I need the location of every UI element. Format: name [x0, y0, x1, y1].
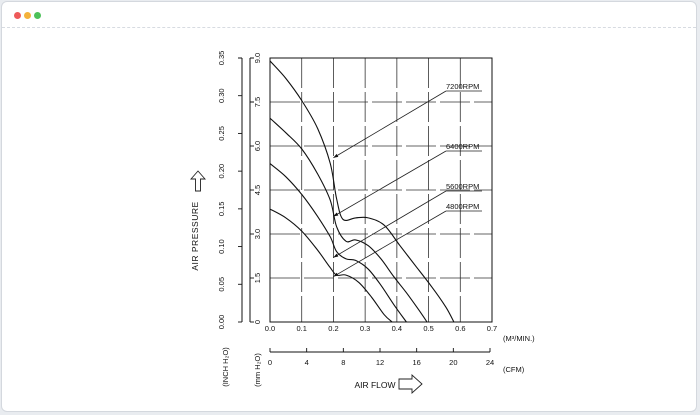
- y-inch-tick-label: 0.10: [217, 239, 226, 254]
- y-mm-tick-label: 4.5: [253, 185, 262, 195]
- x-m3-tick-label: 0.0: [265, 324, 275, 333]
- leader-line: [333, 150, 447, 217]
- curve-5600rpm: [269, 163, 407, 323]
- window-titlebar: [2, 2, 696, 28]
- y-axis-title: AIR PRESSURE: [190, 201, 200, 270]
- annotation-label: 7200RPM: [446, 82, 479, 91]
- chart-area: 7200RPM 6400RPM 5600RPM 4800RPM 0.00 0.05 0.1…: [2, 28, 696, 411]
- y-inch-tick-label: 0.00: [217, 315, 226, 330]
- x-cfm-tick-label: 8: [341, 358, 345, 367]
- x-cfm-tick-label: 20: [449, 358, 457, 367]
- leader-line: [333, 190, 447, 258]
- zoom-dot-icon[interactable]: [34, 12, 41, 19]
- grid: [270, 58, 492, 322]
- y-inch-tick-label: 0.25: [217, 126, 226, 141]
- y-mm-tick-label: 7.5: [253, 97, 262, 107]
- plot-border: [269, 57, 493, 323]
- y-inch-tick-label: 0.35: [217, 51, 226, 66]
- y-mm-tick-label: 3.0: [253, 229, 262, 239]
- close-dot-icon[interactable]: [14, 12, 21, 19]
- leader-arrowhead: [333, 272, 339, 277]
- x-m3-unit: (M³/MIN.): [503, 334, 535, 343]
- y-mm-tick-label: 6.0: [253, 141, 262, 151]
- up-arrow-icon: [190, 170, 206, 192]
- curve-7200rpm: [269, 60, 455, 323]
- x-cfm-tick-label: 16: [412, 358, 420, 367]
- y-mm-tick-label: 9.0: [253, 53, 262, 63]
- x-m3-tick-label: 0.7: [487, 324, 497, 333]
- y-mm-tick-label: 1.5: [253, 273, 262, 283]
- minimize-dot-icon[interactable]: [24, 12, 31, 19]
- x-cfm-tick-label: 4: [305, 358, 309, 367]
- y-inch-tick-label: 0.20: [217, 164, 226, 179]
- x-cfm-tick-label: 24: [486, 358, 494, 367]
- x-m3-tick-label: 0.4: [392, 324, 402, 333]
- x-m3-tick-label: 0.2: [328, 324, 338, 333]
- x-m3-tick-label: 0.3: [360, 324, 370, 333]
- x-axis-title: AIR FLOW: [354, 380, 395, 390]
- axis-labels: AIR PRESSURE (INCH H₂O) (mm H₂O) (M³/MIN…: [190, 201, 535, 390]
- plot-frame: [269, 57, 493, 323]
- y-mm-tick-label: 0: [253, 320, 262, 324]
- annotation-label: 5600RPM: [446, 182, 479, 191]
- y-inch-unit: (INCH H₂O): [221, 347, 230, 387]
- right-arrow-icon: [398, 373, 423, 395]
- axes: 0.000.050.100.150.200.250.300.3501.53.04…: [217, 51, 497, 367]
- leader-arrowhead: [333, 153, 339, 158]
- y-mm-unit: (mm H₂O): [253, 353, 262, 387]
- y-inch-tick-label: 0.15: [217, 202, 226, 217]
- leader-arrowhead: [333, 253, 339, 258]
- y-inch-tick-label: 0.30: [217, 88, 226, 103]
- leader-line: [333, 90, 447, 159]
- leader-arrowhead: [333, 212, 339, 217]
- curve-4800rpm: [269, 208, 393, 323]
- x-m3-tick-label: 0.6: [455, 324, 465, 333]
- annotation-label: 4800RPM: [446, 202, 479, 211]
- curves: [269, 60, 455, 323]
- leader-line: [333, 210, 447, 277]
- annotations: 7200RPM 6400RPM 5600RPM 4800RPM: [333, 82, 482, 277]
- x-cfm-unit: (CFM): [503, 365, 525, 374]
- annotation-label: 6400RPM: [446, 142, 479, 151]
- x-cfm-tick-label: 12: [376, 358, 384, 367]
- y-inch-tick-label: 0.05: [217, 277, 226, 292]
- x-m3-tick-label: 0.5: [423, 324, 433, 333]
- x-cfm-tick-label: 0: [268, 358, 272, 367]
- curve-6400rpm: [269, 117, 428, 323]
- x-m3-tick-label: 0.1: [296, 324, 306, 333]
